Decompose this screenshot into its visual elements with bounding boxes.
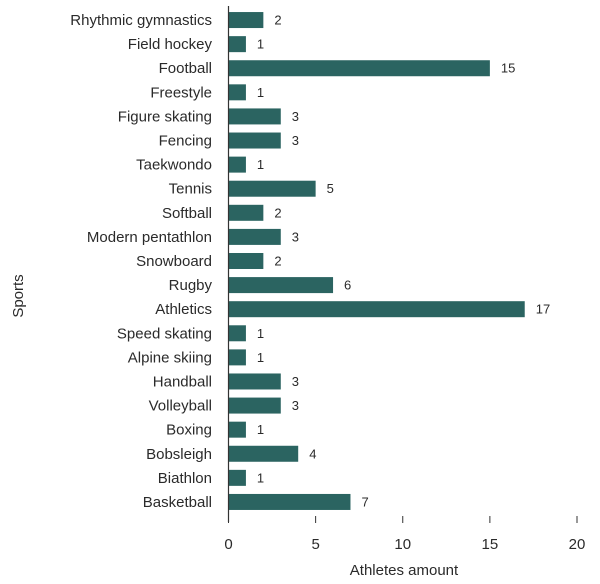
bar <box>228 253 264 269</box>
value-label: 2 <box>274 13 281 28</box>
category-label: Tennis <box>169 181 212 198</box>
bar <box>228 277 334 294</box>
bar <box>228 12 264 29</box>
category-label: Football <box>159 60 212 77</box>
bar <box>228 493 351 510</box>
bar <box>228 301 525 318</box>
category-label: Modern pentathlon <box>87 229 212 246</box>
bar <box>228 60 490 77</box>
bar <box>228 421 246 438</box>
category-label: Snowboard <box>136 253 212 270</box>
value-label: 15 <box>501 61 515 76</box>
bar <box>228 469 246 486</box>
category-label: Softball <box>162 205 212 222</box>
category-label: Biathlon <box>158 470 212 487</box>
value-label: 1 <box>257 326 264 341</box>
value-label: 1 <box>257 470 264 485</box>
category-label: Field hockey <box>128 36 213 53</box>
bar <box>228 349 246 366</box>
x-tick-label: 15 <box>482 536 499 553</box>
bar <box>228 397 281 414</box>
value-label: 1 <box>257 350 264 365</box>
bar <box>228 36 246 53</box>
category-label: Freestyle <box>150 84 212 101</box>
x-tick-label: 20 <box>569 536 586 553</box>
x-axis-title: Athletes amount <box>350 562 459 579</box>
value-label: 3 <box>292 374 299 389</box>
category-label: Alpine skiing <box>128 349 212 366</box>
category-label: Volleyball <box>149 398 212 415</box>
bars-layer <box>228 12 525 510</box>
value-label: 1 <box>257 85 264 100</box>
value-label: 1 <box>257 422 264 437</box>
value-label: 2 <box>274 254 281 269</box>
bar <box>228 132 281 149</box>
value-label: 5 <box>327 181 334 196</box>
x-tick-label: 5 <box>311 536 319 553</box>
category-label: Fencing <box>159 133 212 150</box>
category-label: Athletics <box>155 301 212 318</box>
value-label: 1 <box>257 37 264 52</box>
category-label: Figure skating <box>118 108 212 125</box>
bar <box>228 373 281 390</box>
bar <box>228 325 246 342</box>
category-label: Speed skating <box>117 325 212 342</box>
bar <box>228 156 246 173</box>
x-tick-label: 0 <box>224 536 232 553</box>
value-label: 4 <box>309 446 316 461</box>
value-label: 2 <box>274 205 281 220</box>
y-axis-title: Sports <box>10 274 27 317</box>
value-label: 6 <box>344 278 351 293</box>
value-label: 3 <box>292 398 299 413</box>
bar <box>228 180 316 197</box>
bar <box>228 108 281 125</box>
bar <box>228 228 281 245</box>
category-label: Basketball <box>143 494 212 511</box>
category-label: Taekwondo <box>136 157 212 174</box>
value-label: 7 <box>361 494 368 509</box>
bar <box>228 445 299 462</box>
category-label: Boxing <box>166 422 212 439</box>
x-tick-label: 10 <box>394 536 411 553</box>
bar <box>228 84 246 101</box>
value-label: 1 <box>257 157 264 172</box>
x-axis-ticks: 0 5 10 15 20 <box>224 516 585 553</box>
value-label: 3 <box>292 229 299 244</box>
category-label: Bobsleigh <box>146 446 212 463</box>
value-label: 17 <box>536 302 550 317</box>
bar <box>228 204 264 221</box>
category-label: Rugby <box>169 277 213 294</box>
category-labels: Rhythmic gymnastics Field hockey Football F… <box>70 12 212 511</box>
category-label: Handball <box>153 373 212 390</box>
value-label: 3 <box>292 133 299 148</box>
value-label: 3 <box>292 109 299 124</box>
category-label: Rhythmic gymnastics <box>70 12 212 29</box>
